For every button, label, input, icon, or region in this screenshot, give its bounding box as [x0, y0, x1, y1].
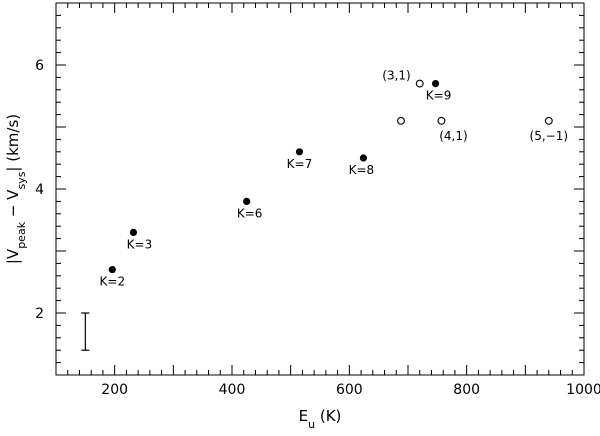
point-label: K=8	[349, 163, 375, 177]
error-bar-group	[81, 312, 90, 351]
data-points	[108, 79, 553, 274]
open-point	[437, 116, 446, 125]
open-point	[397, 116, 405, 125]
point-label: (3,1)	[382, 69, 410, 83]
filled-point	[295, 148, 304, 156]
point-label: K=7	[287, 157, 313, 171]
plot-frame	[55, 2, 585, 376]
point-label: (4,1)	[439, 129, 467, 143]
point-label: K=6	[237, 206, 263, 220]
x-tick-label: 600	[336, 382, 363, 398]
filled-point	[243, 197, 251, 205]
x-tick-label: 400	[219, 382, 246, 398]
x-tick-label: 200	[101, 382, 128, 398]
point-label: K=9	[426, 89, 452, 103]
filled-point	[431, 80, 440, 88]
open-point	[415, 79, 424, 88]
open-point	[544, 116, 553, 125]
y-tick-label: 4	[35, 182, 44, 198]
filled-point	[129, 228, 138, 236]
y-tick-label: 2	[35, 306, 44, 322]
filled-point	[108, 266, 116, 274]
point-labels: K=2 K=3 K=6 K=7 K=8 K=9 (3,1) (4,1) (5,−1)	[100, 69, 569, 289]
point-label: (5,−1)	[530, 129, 569, 143]
x-axis-label: Eu (K)	[299, 407, 342, 431]
filled-point	[359, 154, 368, 162]
x-tick-label: 800	[453, 382, 480, 398]
x-tick-label: 1000	[566, 382, 600, 398]
y-tick-label: 6	[35, 58, 44, 74]
tick-labels: 200 400 600 800 1000 2 4 6	[35, 58, 600, 398]
y-axis-label: |Vpeak − Vsys| (km/s)	[4, 114, 28, 264]
point-label: K=2	[100, 275, 126, 289]
point-label: K=3	[127, 237, 153, 251]
axis-ticks	[55, 2, 585, 376]
